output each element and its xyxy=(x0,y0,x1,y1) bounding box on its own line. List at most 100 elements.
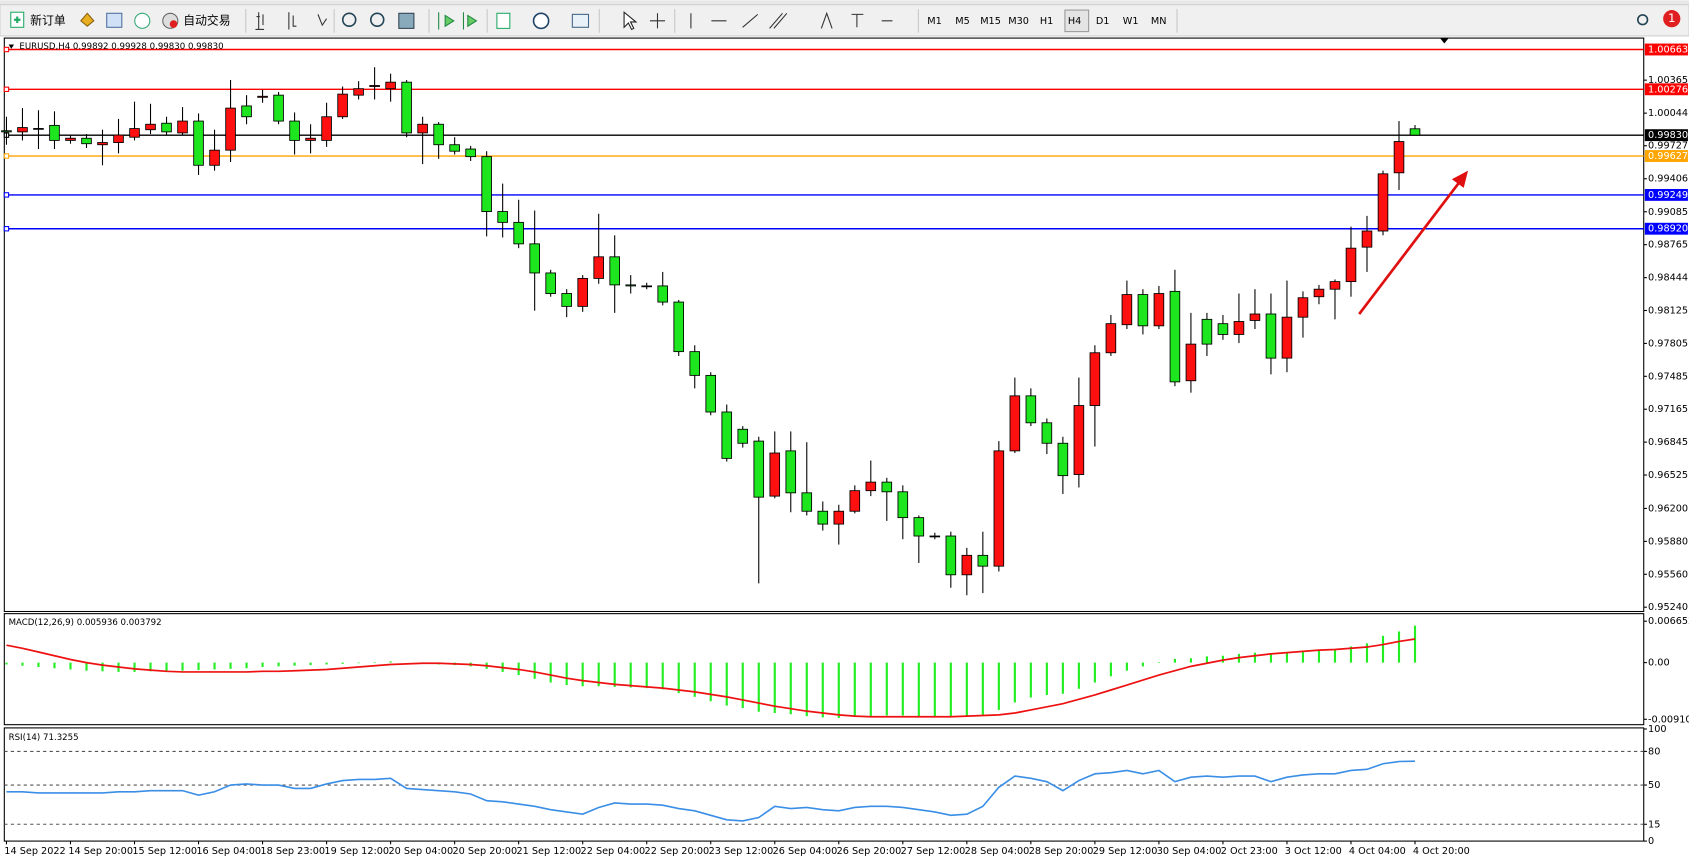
candle-body xyxy=(97,142,108,146)
candle-body xyxy=(1361,230,1373,248)
candle-body xyxy=(497,211,508,223)
x-tick-label: 14 Sep 2022 xyxy=(4,846,65,857)
candle-body xyxy=(1313,288,1325,298)
level-label-box xyxy=(1644,83,1688,96)
candle-body xyxy=(113,134,124,143)
symbol-marker xyxy=(8,44,15,49)
icon xyxy=(14,16,21,23)
button-label: 自动交易 xyxy=(183,13,230,27)
level-label-box xyxy=(1644,43,1688,56)
icon[interactable] xyxy=(438,12,478,30)
y-tick-label: 0.96200 xyxy=(1648,503,1688,514)
candle-body xyxy=(881,481,893,493)
candle-body xyxy=(913,517,925,537)
level-label-box xyxy=(1644,222,1688,235)
candle-body xyxy=(177,120,188,134)
candle-body xyxy=(593,256,604,279)
y-tick-label: 0.99085 xyxy=(1648,207,1688,218)
candle-body xyxy=(657,285,669,303)
timeframe-button[interactable]: MN xyxy=(1151,16,1167,27)
icon[interactable] xyxy=(255,12,328,30)
icon[interactable] xyxy=(341,12,357,28)
candle-body xyxy=(977,554,989,567)
icon[interactable] xyxy=(106,12,123,28)
candle-body xyxy=(225,107,236,151)
candle-body xyxy=(385,81,396,90)
new-order-button[interactable]: 新订单 xyxy=(10,11,66,28)
icon[interactable] xyxy=(369,12,385,28)
x-tick-label: 14 Sep 20:00 xyxy=(68,846,133,857)
candle-body xyxy=(753,440,765,498)
candle-body xyxy=(801,492,813,512)
icon[interactable] xyxy=(398,12,415,29)
x-tick-label: 29 Sep 12:00 xyxy=(1093,846,1158,857)
icon[interactable] xyxy=(134,12,151,29)
icon[interactable] xyxy=(571,13,590,28)
y-tick-label: 0.006652 xyxy=(1648,616,1689,627)
timeframe-button[interactable]: D1 xyxy=(1096,16,1110,27)
timeframe-button[interactable]: H4 xyxy=(1068,16,1081,27)
candle-body xyxy=(1105,323,1117,354)
candle-body xyxy=(625,284,636,287)
auto-trading-button[interactable]: 自动交易 xyxy=(162,12,231,29)
notification-badge[interactable] xyxy=(1663,10,1681,28)
chart-layer: 1.00365 1.00044 0.99727 0.99406 0.99085 0.987… xyxy=(1,42,1689,857)
y-tick-label: 0.96525 xyxy=(1648,470,1688,481)
icon[interactable] xyxy=(496,12,511,29)
candle-body xyxy=(1137,294,1149,327)
y-tick-label: 0.95880 xyxy=(1648,536,1688,547)
timeframe-button[interactable]: H1 xyxy=(1040,16,1053,27)
timeframe-button[interactable]: M5 xyxy=(955,16,970,27)
x-tick-label: 27 Sep 12:00 xyxy=(901,846,966,857)
candle-body xyxy=(1409,128,1421,136)
toolbar: 新订单 自动交易 1 M1 M5 M15 M30 H1 H4 D1 W1 MN xyxy=(0,0,1689,37)
candle-body xyxy=(49,124,60,141)
candle-body xyxy=(433,123,444,146)
icon[interactable] xyxy=(623,11,638,31)
search-icon[interactable] xyxy=(1636,14,1649,26)
candle-body xyxy=(817,510,829,525)
candle-body xyxy=(1233,321,1245,335)
y-tick-label: 0.98125 xyxy=(1648,305,1688,316)
x-tick-label: 4 Oct 20:00 xyxy=(1413,846,1470,857)
arrow-shaft xyxy=(1358,182,1460,315)
level-handle xyxy=(3,192,10,198)
candle-body xyxy=(865,481,877,492)
level-label: 0.99249 xyxy=(1648,190,1688,201)
timeframe-button[interactable]: M15 xyxy=(980,16,1001,27)
x-tick-label: 18 Sep 23:00 xyxy=(260,846,325,857)
x-tick-label: 30 Sep 04:00 xyxy=(1157,846,1222,857)
icon[interactable] xyxy=(532,12,550,30)
main-panel xyxy=(3,37,1645,613)
candle-body xyxy=(1089,352,1101,406)
timeframe-button[interactable]: M30 xyxy=(1008,16,1029,27)
x-tick-label: 28 Sep 04:00 xyxy=(965,846,1030,857)
level-handle xyxy=(3,86,10,92)
candle-body xyxy=(33,128,44,130)
candle-body xyxy=(1,130,12,133)
candle-body xyxy=(1393,141,1405,174)
x-tick-label: 21 Sep 12:00 xyxy=(517,846,582,857)
candle-body xyxy=(1281,316,1293,359)
level-handle xyxy=(3,46,10,53)
icon[interactable] xyxy=(80,12,95,27)
candle-body xyxy=(1297,297,1309,318)
candle-body xyxy=(1121,294,1133,326)
level-label-box xyxy=(1644,129,1688,142)
timeframe-button[interactable]: M1 xyxy=(927,16,942,27)
timeframe-button[interactable]: W1 xyxy=(1123,16,1139,27)
x-tick-label: 4 Oct 04:00 xyxy=(1349,846,1406,857)
candle-body xyxy=(689,351,701,376)
x-tick-label: 23 Sep 12:00 xyxy=(709,846,774,857)
candle-body xyxy=(1153,293,1165,327)
candle-body xyxy=(193,120,204,166)
y-tick-label: 0.98765 xyxy=(1648,240,1688,251)
x-tick-label: 20 Sep 20:00 xyxy=(452,846,517,857)
candle-body xyxy=(209,149,220,166)
candle-body xyxy=(993,450,1005,567)
separator xyxy=(245,8,1178,33)
y-tick-label: 0.99727 xyxy=(1648,141,1688,152)
icon[interactable] xyxy=(649,11,893,29)
